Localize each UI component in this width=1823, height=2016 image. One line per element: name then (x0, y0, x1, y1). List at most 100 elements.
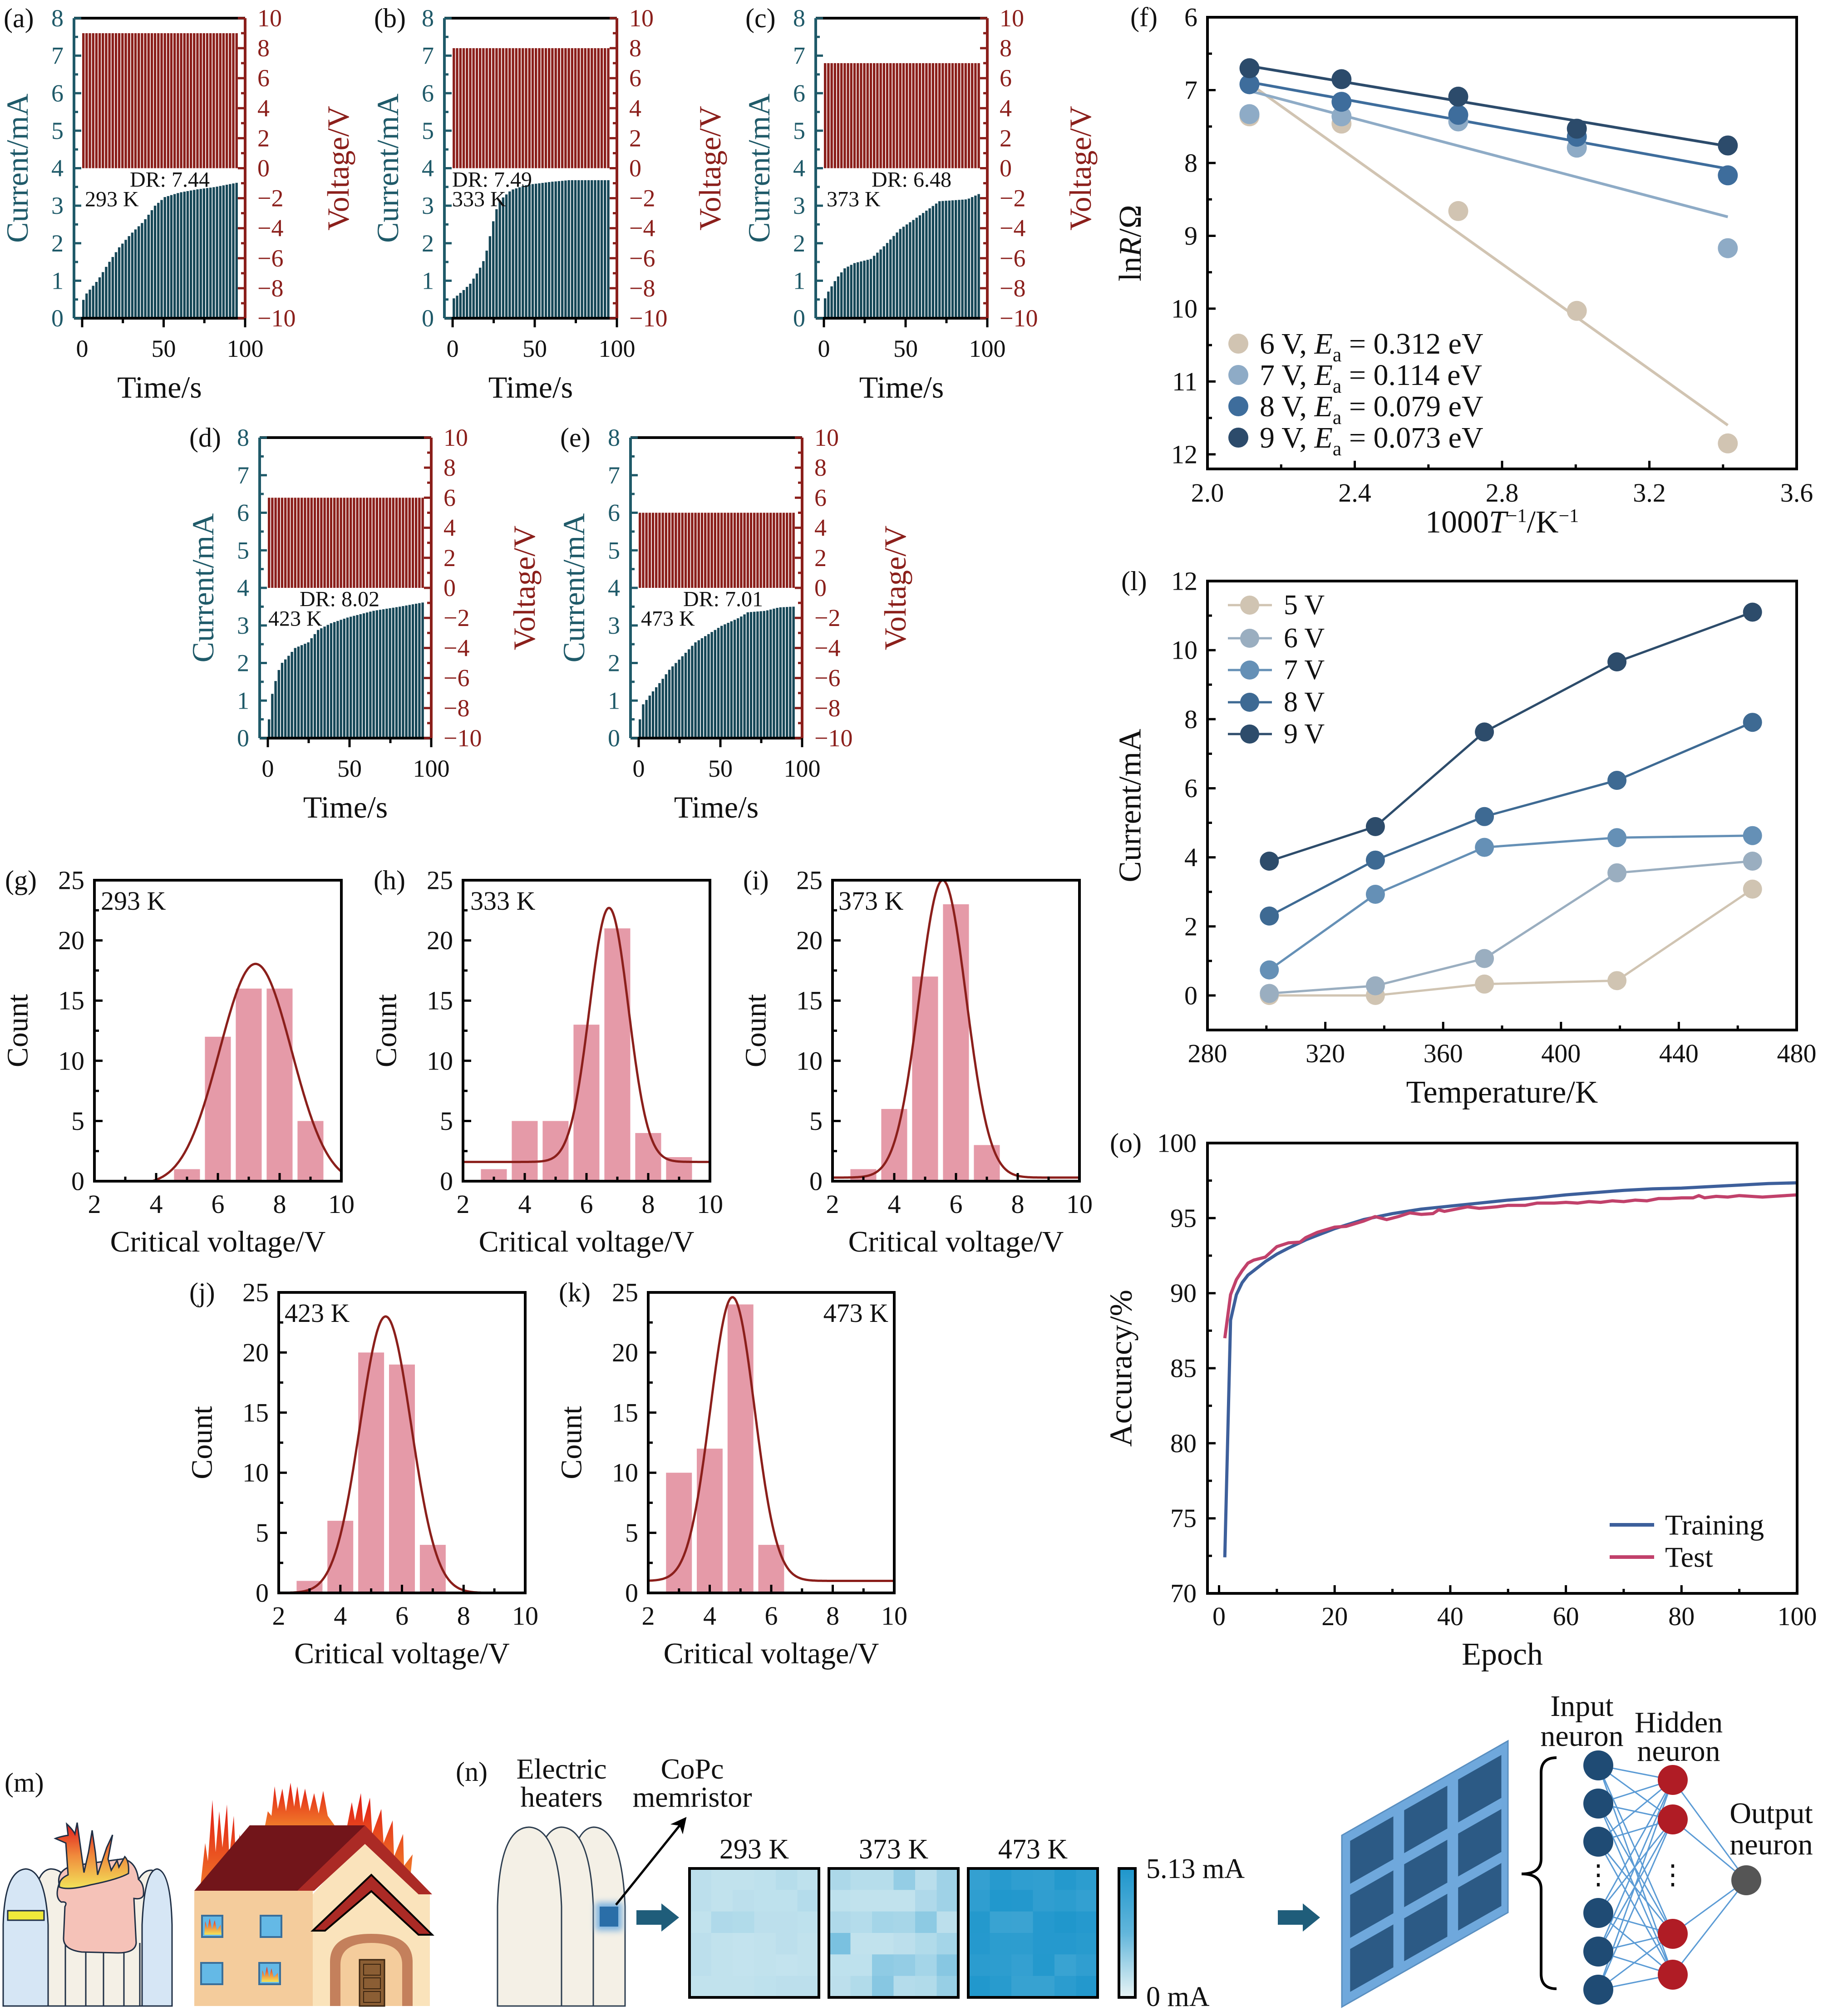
heatmap-cell (915, 1911, 937, 1933)
current-pulse (512, 189, 514, 318)
voltage-pulse (177, 33, 179, 168)
voltage-pulse (873, 63, 876, 168)
legend-label: 8 V, Ea = 0.079 eV (1260, 390, 1483, 429)
series-line (1269, 860, 1753, 995)
voltage-pulse (369, 498, 372, 588)
flame-icon (54, 1822, 129, 1889)
current-pulse (707, 634, 710, 738)
heatmap-cell (968, 1911, 990, 1933)
current-tick-label: 8 (422, 5, 434, 32)
current-pulse (668, 670, 671, 738)
series-6V (1260, 852, 1762, 1003)
voltage-tick-label: −8 (629, 275, 655, 302)
heatmap-cell (829, 1954, 851, 1977)
temperature-label: 373 K (838, 886, 904, 916)
voltage-pulse (551, 48, 554, 168)
current-pulse (710, 632, 713, 738)
voltage-pulse (395, 498, 398, 588)
gaussian-fit-curve (648, 1296, 894, 1582)
current-pulse (229, 184, 232, 318)
legend: 5 V6 V7 V8 V9 V (1228, 590, 1325, 749)
hidden-neuron-label-line1: Hidden (1635, 1706, 1723, 1739)
input-hidden-connection (1597, 1841, 1674, 1975)
current-pulse (301, 645, 303, 738)
voltage-pulse (853, 63, 856, 168)
x-tick-label: 40 (1437, 1602, 1463, 1631)
legend-item: 8 V (1228, 687, 1325, 718)
current-pulse (333, 622, 336, 738)
current-pulse (571, 180, 574, 318)
heatmap-cell (1011, 1976, 1033, 1998)
heatmap-cell (936, 1976, 959, 1998)
panel-h-histogram: 0 5 10 15 20 25 2 4 6 8 10 Count Critical voltage/V (… (370, 865, 724, 1258)
input-neuron (1583, 1750, 1613, 1780)
voltage-pulse (792, 513, 795, 588)
heatmap-cell (1054, 1911, 1076, 1933)
panel-m-illustration: (m) (2, 1768, 434, 2007)
current-tick-label: 0 (422, 305, 434, 332)
heatmap-cell (690, 1911, 711, 1933)
heatmap-cell (711, 1954, 733, 1977)
current-pulse (779, 607, 782, 738)
current-pulse (485, 251, 488, 318)
temperature-label: 333 K (452, 187, 506, 212)
current-pulse (737, 618, 739, 738)
x-tick-label: 3.2 (1633, 478, 1666, 508)
current-pulse (111, 257, 114, 318)
voltage-pulse (607, 48, 610, 168)
voltage-tick-label: 4 (629, 94, 641, 122)
heatmap-cell (776, 1954, 798, 1977)
x-tick-label: 60 (1553, 1602, 1579, 1631)
current-pulse (684, 653, 687, 738)
current-pulse (892, 236, 895, 318)
y-axis-title: Count (370, 994, 403, 1067)
x-tick-label: 2.4 (1338, 478, 1371, 508)
voltage-pulse (567, 48, 570, 168)
voltage-pulse (362, 498, 365, 588)
y-tick-label: 80 (1170, 1429, 1197, 1458)
current-pulse-series (639, 606, 795, 738)
voltage-pulse (518, 48, 521, 168)
image-panel-cell (1458, 1863, 1502, 1931)
voltage-pulse (935, 63, 938, 168)
voltage-tick-label: 10 (1000, 5, 1024, 32)
current-tick-label: 2 (793, 230, 805, 257)
voltage-pulse (651, 513, 655, 588)
voltage-tick-label: 2 (257, 124, 270, 152)
voltage-tick-label: 10 (443, 424, 468, 451)
current-pulse (769, 609, 772, 738)
heatmap-cell (1033, 1911, 1055, 1933)
heatmap-cell (872, 1954, 894, 1977)
data-point (1743, 713, 1762, 732)
voltage-pulse (281, 498, 284, 588)
voltage-pulse (730, 513, 733, 588)
current-pulse (658, 683, 661, 738)
voltage-pulse (202, 33, 205, 168)
current-pulse (528, 184, 531, 318)
legend-marker (1240, 725, 1259, 744)
current-pulse (153, 206, 157, 318)
x-tick-label: 400 (1541, 1039, 1581, 1068)
voltage-pulse (974, 63, 977, 168)
x-tick-label: 8 (1011, 1189, 1025, 1219)
data-point (1365, 976, 1385, 996)
current-pulse (840, 272, 843, 318)
current-pulse (554, 181, 557, 318)
voltage-pulse (591, 48, 593, 168)
output-neuron (1731, 1865, 1761, 1895)
voltage-pulse (475, 48, 478, 168)
current-tick-label: 8 (51, 5, 64, 32)
memristor-device (600, 1907, 618, 1927)
voltage-pulse (863, 63, 866, 168)
voltage-pulse (694, 513, 697, 588)
heatmap-cell (1033, 1954, 1055, 1977)
voltage-pulse (675, 513, 677, 588)
x-tick-label: 6 (950, 1189, 963, 1219)
heatmap-cell (776, 1911, 798, 1933)
voltage-pulse (955, 63, 957, 168)
legend-label: Test (1665, 1541, 1713, 1573)
voltage-pulse (655, 513, 658, 588)
voltage-tick-label: −6 (814, 665, 840, 692)
heatmap-cell (968, 1976, 990, 1998)
